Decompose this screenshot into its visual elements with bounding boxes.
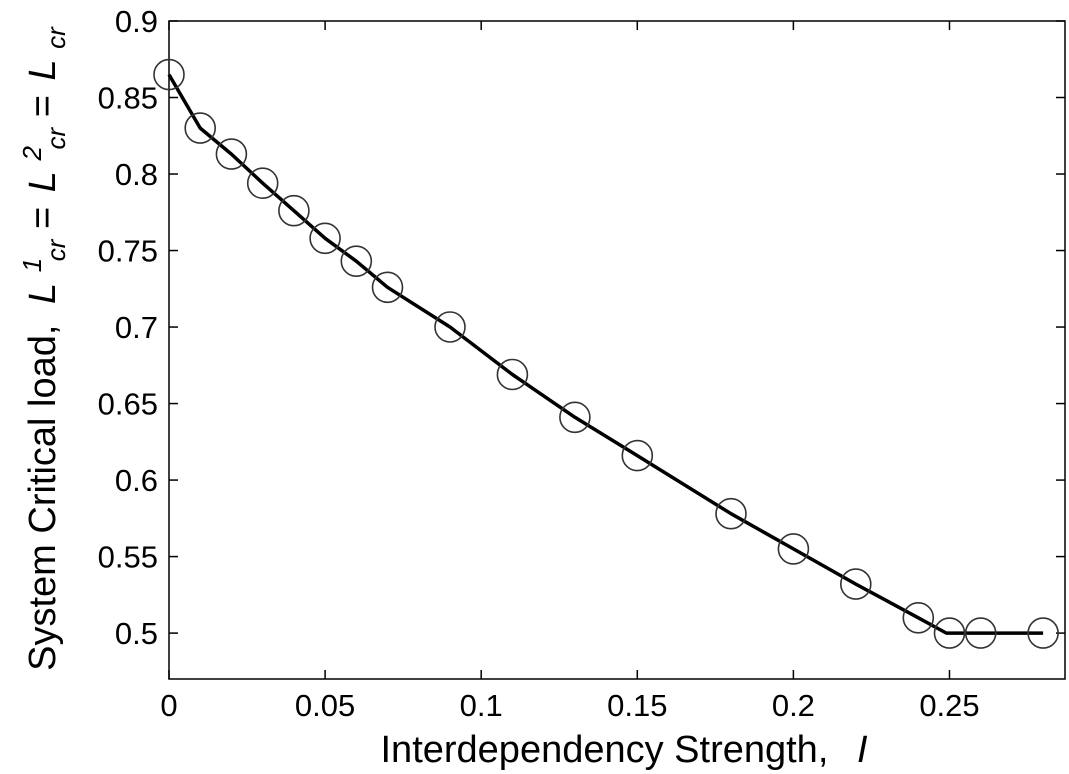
y-axis-L1: L xyxy=(22,283,64,304)
x-tick-label: 0 xyxy=(160,688,177,723)
x-tick-label: 0.25 xyxy=(919,688,979,723)
plot-area xyxy=(169,21,1065,679)
y-axis-title-prefix: System Critical load, xyxy=(22,325,64,671)
x-tick-label: 0.05 xyxy=(295,688,355,723)
y-axis-L2: L xyxy=(22,171,64,192)
x-axis-title-text: Interdependency Strength, xyxy=(381,729,829,771)
y-tick-label: 0.5 xyxy=(115,616,158,651)
y-tick-label: 0.8 xyxy=(115,157,158,192)
y-tick-label: 0.55 xyxy=(98,540,158,575)
y-axis-sub-cr-1: cr xyxy=(41,238,71,261)
y-tick-label: 0.7 xyxy=(115,310,158,345)
y-tick-label: 0.75 xyxy=(98,234,158,269)
y-tick-label: 0.9 xyxy=(115,4,158,39)
y-axis-sub-cr-3: cr xyxy=(41,26,71,49)
x-tick-label: 0.15 xyxy=(607,688,667,723)
y-axis-equals-1: = xyxy=(22,207,64,229)
y-axis-L3: L xyxy=(22,59,64,80)
x-tick-label: 0.1 xyxy=(460,688,503,723)
y-tick-label: 0.6 xyxy=(115,463,158,498)
x-axis-title-symbol: I xyxy=(857,729,868,771)
y-tick-label: 0.85 xyxy=(98,81,158,116)
y-axis-sub-cr-2: cr xyxy=(41,127,71,150)
y-axis-title: System Critical load, L 1 cr = L 2 cr = … xyxy=(8,26,74,671)
x-tick-label: 0.2 xyxy=(772,688,815,723)
x-axis-title: Interdependency Strength, I xyxy=(381,729,868,771)
y-tick-label: 0.65 xyxy=(98,387,158,422)
y-axis-equals-2: = xyxy=(22,95,64,117)
